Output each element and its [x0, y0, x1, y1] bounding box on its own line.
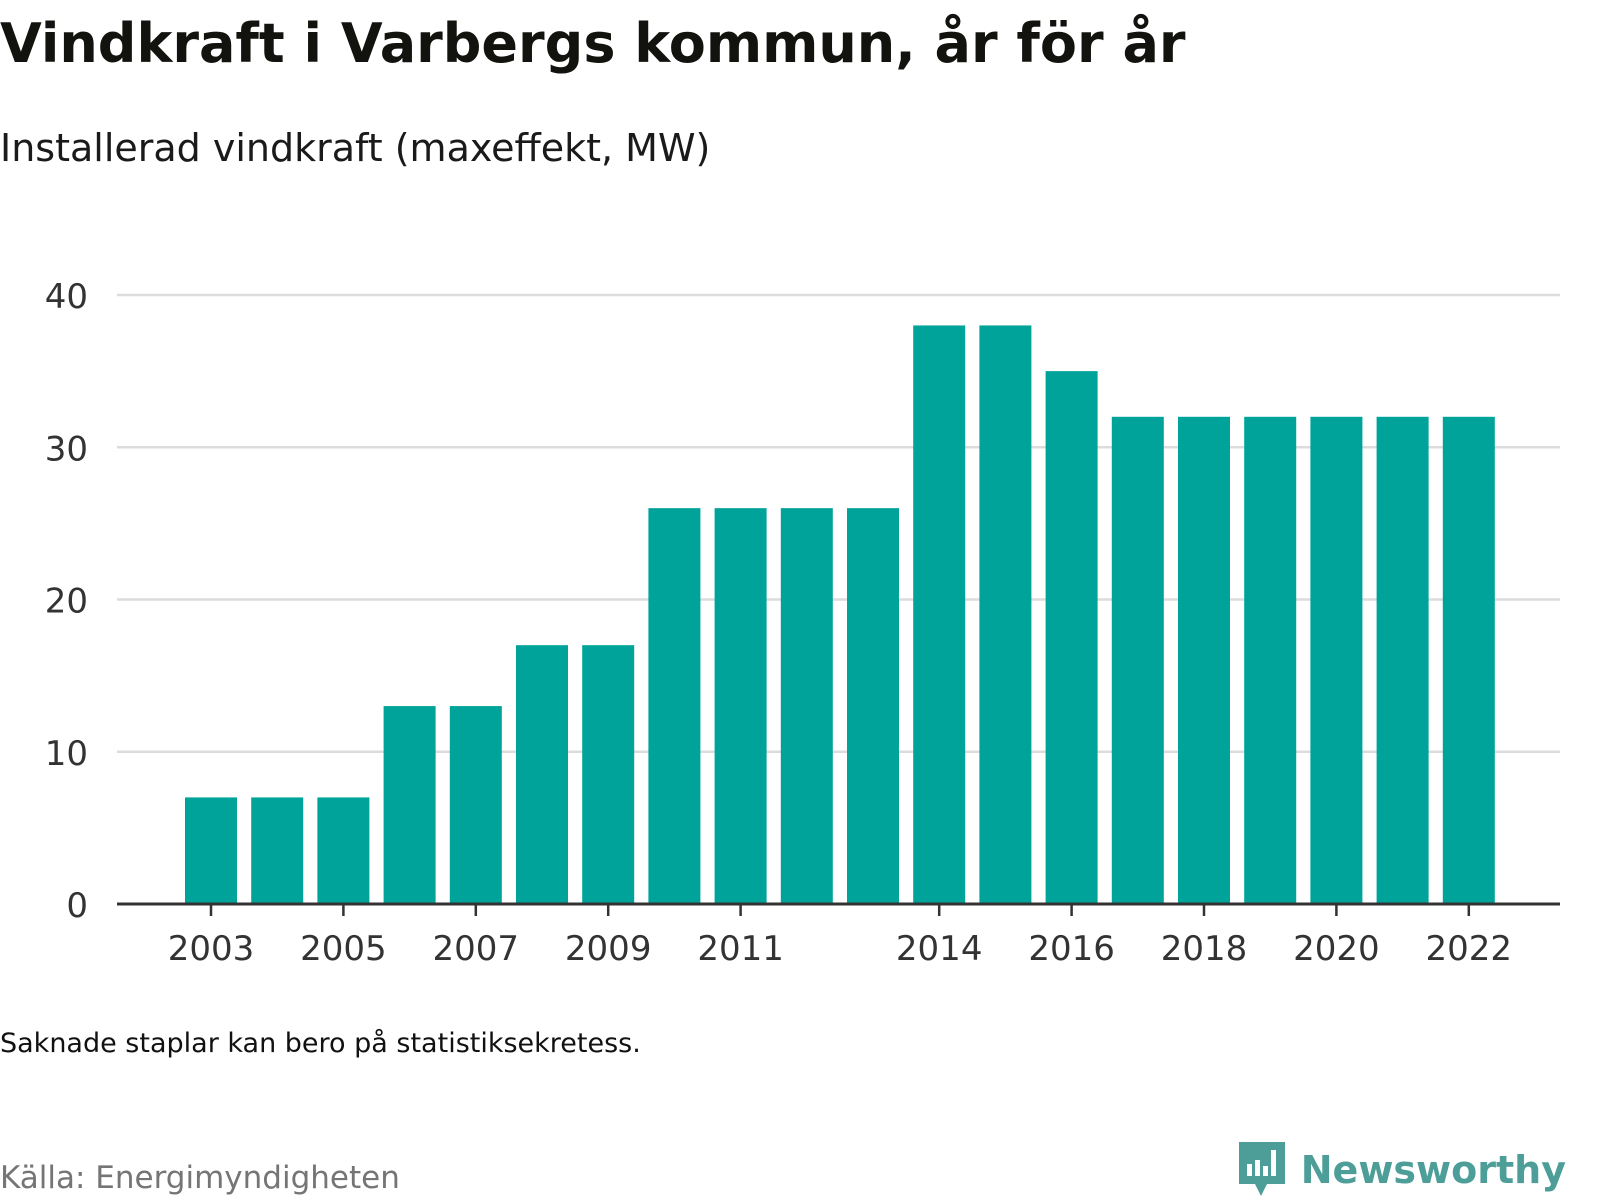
- x-tick-label: 2020: [1293, 929, 1380, 969]
- chart-subtitle: Installerad vindkraft (maxeffekt, MW): [0, 126, 711, 170]
- bar-2004: [251, 797, 304, 904]
- bar-2006: [383, 706, 436, 904]
- chart-title: Vindkraft i Varbergs kommun, år för år: [0, 12, 1186, 75]
- x-tick-label: 2011: [697, 929, 784, 969]
- source-label: Källa: Energimyndigheten: [0, 1160, 400, 1196]
- bar-2010: [648, 508, 701, 904]
- x-axis: [117, 902, 1560, 916]
- brand-logo: Newsworthy: [1237, 1140, 1566, 1200]
- bar-2013: [847, 508, 899, 904]
- footnote: Saknade staplar kan bero på statistiksek…: [0, 1028, 641, 1059]
- y-tick-label: 40: [45, 277, 88, 317]
- bar-2020: [1310, 416, 1363, 904]
- x-axis-tick-labels: 2003 2005 2007 2009 2011 2014 2016 2018 2020 2022: [168, 929, 1512, 969]
- bar-2012: [780, 508, 833, 904]
- y-tick-label: 30: [45, 429, 88, 469]
- bar-2018: [1178, 416, 1230, 904]
- bar-2014: [913, 325, 966, 904]
- brand-name: Newsworthy: [1300, 1148, 1566, 1192]
- bar-2016: [1045, 371, 1098, 904]
- x-tick-label: 2014: [896, 929, 983, 969]
- bar-2019: [1244, 416, 1297, 904]
- bars: [185, 325, 1495, 904]
- bar-2009: [582, 645, 635, 904]
- y-tick-label: 20: [45, 582, 88, 622]
- bar-2022: [1442, 416, 1495, 904]
- x-tick-label: 2009: [565, 929, 652, 969]
- bar-2007: [449, 706, 502, 904]
- bar-2011: [714, 508, 767, 904]
- x-tick-label: 2018: [1161, 929, 1248, 969]
- bar-chart-logo-icon: [1238, 1142, 1285, 1196]
- bar-2021: [1376, 416, 1429, 904]
- bar-2003: [185, 797, 237, 904]
- bar-2005: [317, 797, 370, 904]
- bar-2015: [979, 325, 1032, 904]
- y-tick-label: 0: [66, 886, 88, 926]
- x-tick-label: 2007: [433, 929, 520, 969]
- y-axis-tick-labels: 0 10 20 30 40: [45, 277, 88, 926]
- x-tick-label: 2022: [1426, 929, 1513, 969]
- x-tick-label: 2005: [300, 929, 387, 969]
- bar-2008: [516, 645, 568, 904]
- bar-2017: [1111, 416, 1164, 904]
- x-tick-label: 2003: [168, 929, 255, 969]
- x-tick-label: 2016: [1028, 929, 1115, 969]
- y-tick-label: 10: [45, 734, 88, 774]
